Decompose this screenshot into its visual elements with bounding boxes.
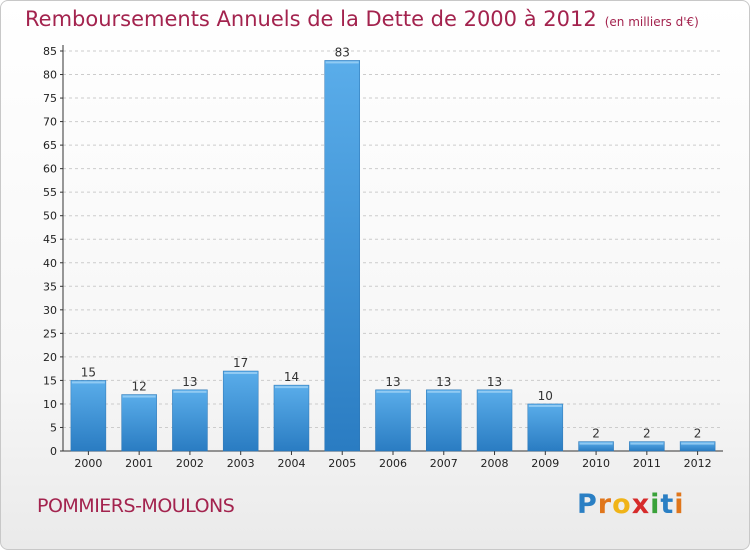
bar-highlight (528, 404, 562, 407)
y-tick-label: 15 (43, 374, 57, 387)
y-tick-label: 35 (43, 280, 57, 293)
x-tick-label-2006: 2006 (379, 457, 407, 470)
y-tick-label: 10 (43, 398, 57, 411)
bar-highlight (122, 395, 156, 398)
value-label-2007: 13 (436, 375, 451, 389)
y-tick-label: 85 (43, 45, 57, 58)
x-tick-label-2000: 2000 (74, 457, 102, 470)
x-tick-label-2003: 2003 (227, 457, 255, 470)
value-label-2006: 13 (385, 375, 400, 389)
labels: 0 5 10 15 20 25 30 35 40 45 50 55 60 65 70 75 80 85 15 2000… (43, 45, 712, 470)
value-label-2009: 10 (538, 389, 553, 403)
bar-2010 (578, 441, 614, 452)
bar-highlight (478, 390, 512, 393)
bar-2006 (375, 389, 411, 452)
bar-2002 (172, 389, 208, 452)
bar-highlight (224, 372, 258, 374)
value-label-2008: 13 (487, 375, 502, 389)
logo-letter: x (631, 489, 651, 520)
x-tick-label-2007: 2007 (430, 457, 458, 470)
logo-letter: o (612, 489, 632, 520)
logo-letter: P (577, 489, 598, 520)
y-tick-label: 45 (43, 233, 57, 246)
bar-2007 (426, 389, 462, 452)
y-tick-label: 65 (43, 139, 57, 152)
value-label-2011: 2 (643, 427, 651, 441)
x-tick-label-2011: 2011 (633, 457, 661, 470)
x-tick-label-2005: 2005 (328, 457, 356, 470)
x-tick-label-2008: 2008 (481, 457, 509, 470)
chart-unit: (en milliers d'€) (604, 15, 699, 29)
bar-2001 (121, 394, 157, 452)
y-tick-label: 60 (43, 163, 57, 176)
x-tick-label-2009: 2009 (531, 457, 559, 470)
y-tick-label: 75 (43, 92, 57, 105)
bar-2008 (476, 389, 513, 452)
value-label-2012: 2 (694, 427, 702, 441)
logo-letter: i (674, 489, 685, 520)
chart-title-text: Remboursements Annuels de la Dette de 20… (25, 7, 597, 31)
value-label-2000: 15 (81, 365, 96, 379)
logo-letter: r (597, 489, 613, 520)
y-tick-label: 0 (50, 445, 57, 458)
bar-highlight (681, 442, 715, 445)
y-tick-label: 70 (43, 116, 57, 129)
value-label-2004: 14 (284, 370, 299, 384)
bar-highlight (579, 442, 613, 445)
bar-highlight (274, 386, 308, 389)
value-label-2002: 13 (182, 375, 197, 389)
bar-highlight (376, 390, 410, 393)
commune-name: POMMIERS-MOULONS (37, 495, 235, 517)
x-tick-label-2012: 2012 (684, 457, 712, 470)
bar-highlight (325, 61, 359, 64)
bar-2005 (324, 60, 360, 452)
y-tick-label: 25 (43, 327, 57, 340)
logo-letter: t (660, 489, 675, 520)
y-tick-label: 30 (43, 304, 57, 317)
x-tick-label-2010: 2010 (582, 457, 610, 470)
chart-title: Remboursements Annuels de la Dette de 20… (25, 7, 699, 31)
bar-highlight (173, 390, 207, 393)
x-tick-label-2002: 2002 (176, 457, 204, 470)
bar-2011 (629, 441, 665, 452)
x-tick-label-2001: 2001 (125, 457, 153, 470)
proxiti-logo: Proxiti (577, 489, 685, 520)
grid-lines (63, 50, 723, 428)
value-label-2001: 12 (132, 380, 147, 394)
y-tick-label: 20 (43, 351, 57, 364)
y-tick-label: 40 (43, 257, 57, 270)
value-label-2003: 17 (233, 356, 248, 370)
bar-highlight (427, 390, 461, 393)
bar-2012 (679, 441, 716, 452)
bar-2004 (273, 384, 310, 452)
bar-2000 (70, 380, 107, 452)
logo-letter: i (650, 489, 661, 520)
y-tick-label: 80 (43, 69, 57, 82)
bar-highlight (71, 381, 105, 384)
bar-2003 (222, 370, 259, 452)
value-label-2010: 2 (592, 427, 600, 441)
bars (70, 60, 716, 452)
value-label-2005: 83 (335, 45, 350, 59)
y-tick-label: 50 (43, 210, 57, 223)
y-tick-label: 55 (43, 186, 57, 199)
x-tick-label-2004: 2004 (277, 457, 305, 470)
bar-highlight (630, 442, 664, 445)
y-tick-label: 5 (50, 421, 57, 434)
bar-2009 (527, 403, 564, 452)
